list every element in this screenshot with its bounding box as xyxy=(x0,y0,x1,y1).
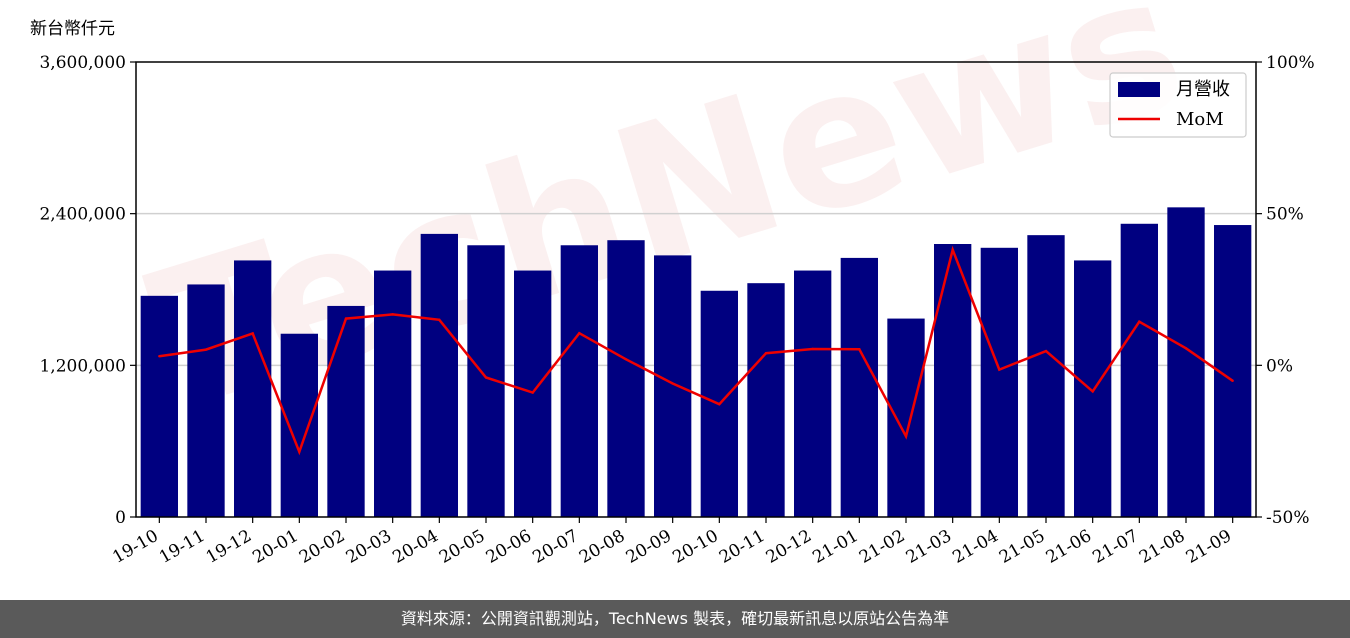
mom-point xyxy=(904,435,908,438)
bar xyxy=(420,233,458,517)
y2-tick-label: 50% xyxy=(1266,205,1304,225)
x-tick-label: 20-12 xyxy=(763,526,815,568)
mom-point xyxy=(718,402,721,406)
x-tick-label: 20-08 xyxy=(576,526,628,568)
x-tick-label: 19-11 xyxy=(156,526,208,568)
bar xyxy=(374,270,412,517)
bar xyxy=(980,247,1018,517)
x-tick-label: 21-06 xyxy=(1043,526,1095,568)
x-tick-label: 20-10 xyxy=(669,526,721,568)
mom-point xyxy=(671,382,674,385)
mom-point xyxy=(344,317,348,320)
mom-point xyxy=(1044,349,1048,353)
revenue-chart: 0 1,200,000 2,400,000 3,600,000 -50% 0% 50% 100… xyxy=(39,53,1315,568)
mom-point xyxy=(811,347,814,351)
bar xyxy=(280,333,318,517)
mom-point xyxy=(438,318,441,322)
x-tick-label: 21-09 xyxy=(1183,526,1235,568)
bar xyxy=(327,305,365,517)
mom-point xyxy=(1138,320,1141,323)
bar xyxy=(887,318,925,517)
x-tick-label: 20-05 xyxy=(436,526,488,568)
x-tick-label: 21-03 xyxy=(903,526,955,568)
bar xyxy=(654,255,692,517)
bar xyxy=(934,244,972,517)
mom-point xyxy=(858,348,861,351)
bar xyxy=(1120,223,1158,517)
x-tick-label: 20-07 xyxy=(529,526,581,568)
bar xyxy=(560,245,598,517)
mom-point xyxy=(1091,390,1094,393)
x-tick-label: 21-07 xyxy=(1089,526,1141,568)
x-tick-label: 20-04 xyxy=(389,526,441,568)
y2-tick-label: 100% xyxy=(1266,53,1315,73)
mom-point xyxy=(531,391,534,394)
bar xyxy=(140,295,178,517)
bar xyxy=(1167,207,1205,517)
x-tick-label: 21-01 xyxy=(809,526,861,568)
mom-point xyxy=(158,355,161,358)
mom-point xyxy=(998,368,1001,371)
bar xyxy=(607,240,645,518)
mom-point xyxy=(391,313,394,316)
legend-label-mom: MoM xyxy=(1176,109,1224,130)
x-tick-label: 19-12 xyxy=(203,526,255,568)
bar xyxy=(1074,260,1112,517)
bar xyxy=(747,283,785,517)
y-tick-label: 3,600,000 xyxy=(39,53,126,73)
mom-point xyxy=(1231,379,1234,383)
x-tick-label: 20-06 xyxy=(483,526,535,568)
bar xyxy=(794,270,832,517)
x-tick-label: 21-05 xyxy=(996,526,1048,568)
x-tick-label: 20-11 xyxy=(716,526,768,568)
x-tick-label: 21-02 xyxy=(856,526,908,568)
mom-point xyxy=(251,332,254,335)
mom-point xyxy=(624,358,628,361)
x-tick-label: 20-01 xyxy=(249,526,301,568)
legend-bar-swatch xyxy=(1118,82,1160,97)
plot-frame xyxy=(135,61,1257,518)
mom-point xyxy=(204,348,208,351)
x-tick-label: 20-03 xyxy=(343,526,395,568)
y-axis-unit-label: 新台幣仟元 xyxy=(30,19,115,39)
y-tick-label: 2,400,000 xyxy=(39,205,126,225)
x-tick-label: 20-02 xyxy=(296,526,348,568)
bar xyxy=(187,284,225,517)
y-tick-label: 0 xyxy=(115,508,126,528)
mom-point xyxy=(1184,347,1188,350)
mom-point xyxy=(764,352,768,355)
bar xyxy=(840,257,878,517)
mom-line xyxy=(159,245,1234,456)
mom-point xyxy=(578,331,581,335)
legend-label-revenue: 月營收 xyxy=(1176,79,1230,100)
y2-tick-label: -50% xyxy=(1266,508,1310,528)
source-footer: 資料來源：公開資訊觀測站，TechNews 製表，確切最新訊息以原站公告為準 xyxy=(0,600,1350,638)
y2-tick-label: 0% xyxy=(1266,356,1293,376)
x-tick-label: 21-08 xyxy=(1136,526,1188,568)
x-tick-label: 19-10 xyxy=(109,526,161,568)
x-tick-label: 21-04 xyxy=(949,526,1001,568)
mom-point xyxy=(951,248,954,251)
mom-point xyxy=(298,450,301,453)
bar xyxy=(234,260,272,517)
y-tick-label: 1,200,000 xyxy=(39,356,126,376)
bar xyxy=(1027,235,1065,517)
mom-point xyxy=(484,376,488,379)
x-tick-label: 20-09 xyxy=(623,526,675,568)
